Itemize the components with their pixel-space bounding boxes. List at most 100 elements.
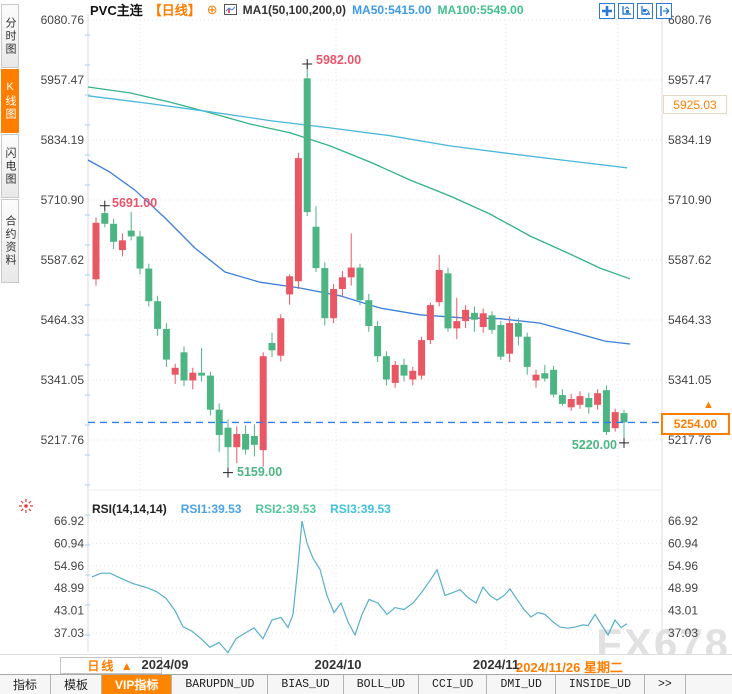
rsi-axis-label-right: 37.03 — [668, 626, 698, 640]
candle-body — [92, 222, 100, 280]
rsi1-value: RSI1:39.53 — [180, 502, 242, 516]
ma200-line — [87, 95, 628, 169]
sidebar-tab-kline[interactable]: K线图 — [1, 69, 19, 133]
rsi-params-label: RSI(14,14,14) — [92, 502, 167, 516]
extreme-marker-cross — [619, 437, 629, 448]
price-up-arrow-icon: ▲ — [703, 399, 714, 411]
candle-body — [268, 343, 276, 351]
candlestick-chart-canvas[interactable]: 6080.76 6080.76 5957.47 5957.47 5834.19 5834.… — [0, 0, 732, 654]
date-tick-label: 2024/09 — [141, 657, 189, 672]
candle-body — [338, 277, 346, 289]
candle-body — [162, 328, 170, 360]
rsi-axis-label-right: 43.01 — [668, 604, 698, 618]
candle-body — [347, 267, 355, 278]
candle-body — [118, 240, 126, 251]
reset-view-icon[interactable] — [656, 3, 672, 19]
chart-tool-buttons — [599, 3, 672, 19]
candle-body — [418, 340, 426, 376]
candle-body — [198, 372, 206, 376]
toolbar-item--[interactable]: 指标 — [0, 675, 52, 694]
extreme-price-label: 5159.00 — [237, 465, 282, 479]
ma50-value: MA50:5415.00 — [352, 2, 432, 17]
price-axis-label-left: 5587.62 — [41, 253, 85, 267]
pan-tool-icon[interactable] — [599, 3, 615, 19]
current-date-label: 2024/11/26 星期二 — [516, 660, 623, 675]
scale-x-axis-icon[interactable] — [637, 3, 653, 19]
date-axis-row: 日线 ▲ 2024/11/26 星期二 2024/09 2024/10 2024/1… — [0, 654, 732, 675]
extreme-marker-cross — [302, 59, 313, 69]
toolbar-item-boll_ud[interactable]: BOLL_UD — [344, 675, 420, 694]
extreme-price-label: 5220.00 — [572, 438, 617, 452]
candle-body — [514, 323, 522, 337]
date-tick-label: 2024/11 — [472, 657, 520, 672]
price-axis-label-left: 6080.76 — [41, 13, 85, 27]
extreme-marker-cross — [99, 200, 110, 211]
toolbar-item-cci_ud[interactable]: CCI_UD — [419, 675, 488, 694]
toolbar-item--[interactable]: >> — [645, 675, 686, 694]
candle-body — [479, 313, 487, 327]
candle-body — [330, 289, 338, 319]
price-axis-label-left: 5710.90 — [41, 193, 85, 207]
toolbar-item--[interactable]: 模板 — [51, 675, 103, 694]
candle-body — [206, 375, 214, 410]
candle-body — [620, 413, 628, 423]
candle-body — [294, 158, 302, 282]
toolbar-item-bias_ud[interactable]: BIAS_UD — [268, 675, 344, 694]
toolbar-item-vip-[interactable]: VIP指标 — [102, 675, 173, 694]
scale-y-axis-icon[interactable] — [618, 3, 634, 19]
rsi-axis-label-left: 48.99 — [54, 581, 84, 595]
sidebar-tab-lightning[interactable]: 闪电图 — [1, 134, 19, 198]
rsi-axis-label-right: 66.92 — [668, 514, 698, 528]
rsi-header: RSI(14,14,14) RSI1:39.53 RSI2:39.53 RSI3… — [92, 502, 391, 516]
price-axis-label-right: 6080.76 — [668, 13, 712, 27]
candle-body — [558, 395, 566, 404]
extreme-price-label: 5691.00 — [112, 196, 157, 210]
price-axis-label-right: 5217.76 — [668, 433, 712, 447]
candle-body — [145, 268, 153, 302]
candle-body — [506, 323, 514, 354]
toolbar-item-inside_ud[interactable]: INSIDE_UD — [556, 675, 645, 694]
sidebar-tab-timeshare[interactable]: 分时图 — [1, 4, 19, 68]
symbol-name: PVC主连 — [90, 3, 143, 18]
sidebar-tab-contract-info[interactable]: 合约资料 — [1, 199, 19, 283]
candle-body — [259, 356, 267, 451]
candle-body — [242, 434, 250, 450]
candle-body — [426, 305, 434, 341]
toolbar-item-barupdn_ud[interactable]: BARUPDN_UD — [172, 675, 269, 694]
candle-body — [127, 230, 135, 237]
current-price-box: 5254.00 — [661, 413, 730, 435]
period-selector[interactable]: 日线 ▲ — [60, 657, 162, 674]
candle-body — [567, 399, 575, 408]
indicator-settings-icon[interactable] — [18, 498, 34, 519]
toolbar-item-dmi_ud[interactable]: DMI_UD — [487, 675, 556, 694]
sidebar-tab-label: 合约资料 — [4, 215, 16, 267]
date-tick-label: 2024/10 — [314, 657, 362, 672]
candle-body — [585, 398, 593, 408]
expand-icon[interactable]: ⊕ — [206, 1, 218, 17]
ma50-line — [87, 159, 631, 345]
candle-body — [365, 300, 373, 326]
candle-body — [444, 273, 452, 329]
candle-body — [356, 267, 364, 301]
rsi-axis-label-right: 54.96 — [668, 559, 698, 573]
candle-body — [382, 356, 390, 380]
period-tag: 【日线】 — [148, 3, 201, 18]
indicator-toolbar: 指标 模板 VIP指标 BARUPDN_UD BIAS_UD BOLL_UD CCI_UD D… — [0, 674, 732, 694]
candle-body — [602, 390, 610, 433]
candle-body — [435, 270, 443, 303]
price-axis-label-left: 5464.33 — [41, 313, 85, 327]
rsi-axis-label-left: 43.01 — [54, 604, 84, 618]
ma-params-label: MA1(50,100,200,0) — [242, 2, 347, 17]
candle-body — [594, 393, 602, 405]
rsi-axis-label-right: 48.99 — [668, 581, 698, 595]
price-axis-label-left: 5341.05 — [41, 373, 85, 387]
candle-body — [189, 372, 197, 381]
candle-body — [532, 374, 540, 381]
sidebar-tab-label: 闪电图 — [4, 146, 16, 186]
candle-body — [550, 369, 558, 395]
reference-price-box: 5925.03 — [663, 95, 727, 114]
candle-body — [110, 223, 118, 242]
candle-body — [488, 315, 496, 330]
price-axis-label-right: 5587.62 — [668, 253, 712, 267]
rsi3-value: RSI3:39.53 — [330, 502, 391, 516]
